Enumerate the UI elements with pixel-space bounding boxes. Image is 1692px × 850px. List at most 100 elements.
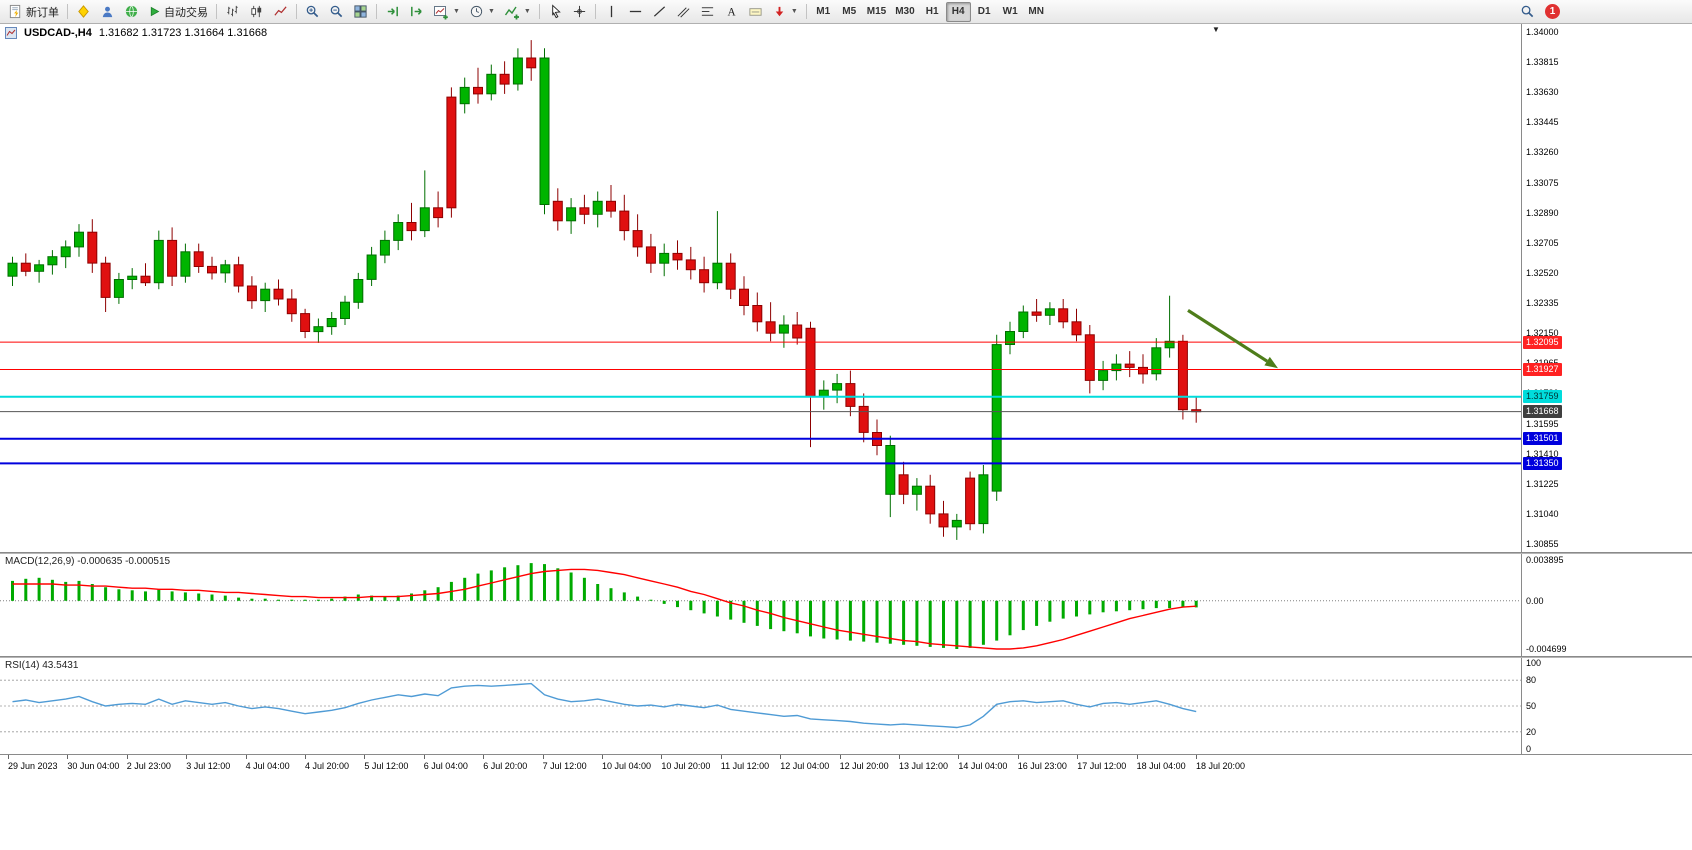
horizontal-line-button[interactable]	[624, 2, 647, 22]
zoom-out-button[interactable]	[325, 2, 348, 22]
time-axis-label: 3 Jul 12:00	[186, 761, 231, 771]
timeframe-button-m5[interactable]: M5	[837, 2, 862, 22]
macd-plot-area[interactable]: MACD(12,26,9) -0.000635 -0.000515	[0, 554, 1522, 656]
chevron-down-icon: ▼	[453, 8, 460, 15]
price-tick-label: 1.32335	[1526, 298, 1559, 309]
chevron-down-icon: ▼	[523, 8, 531, 15]
chevron-down-icon: ▼	[487, 8, 495, 15]
price-tick-label: 1.31225	[1526, 478, 1559, 489]
timeframe-button-w1[interactable]: W1	[998, 2, 1023, 22]
time-tick	[364, 755, 366, 759]
time-axis-label: 18 Jul 20:00	[1196, 761, 1246, 771]
search-button[interactable]	[1516, 2, 1539, 22]
time-tick	[1196, 755, 1197, 759]
text-label-button[interactable]	[744, 2, 767, 22]
rsi-axis[interactable]: 100 80 50 20 0	[1522, 658, 1692, 754]
timeframe-button-m15[interactable]: M15	[863, 2, 890, 22]
trendline-button[interactable]	[648, 2, 671, 22]
timeframe-button-d1[interactable]: D1	[972, 2, 997, 22]
time-axis-label: 16 Jul 23:00	[1017, 761, 1067, 771]
svg-text:A: A	[727, 7, 736, 19]
candlestick-plot-area[interactable]: USDCAD-,H4 1.31682 1.31723 1.31664 1.316…	[0, 24, 1522, 552]
timeframe-button-h1[interactable]: H1	[920, 2, 945, 22]
vertical-line-button[interactable]	[600, 2, 623, 22]
candle-chart-button[interactable]	[245, 2, 268, 22]
time-axis[interactable]: 29 Jun 2023 30 Jun 04:00 2 Jul 23:00 3 Jul …	[0, 754, 1692, 776]
timeframe-group: M1 M5 M15 M30 H1 H4 D1 W1 MN	[811, 1, 1049, 22]
market-button[interactable]	[120, 2, 143, 22]
main-chart-panel: USDCAD-,H4 1.31682 1.31723 1.31664 1.316…	[0, 24, 1692, 552]
time-axis-label: 12 Jul 20:00	[839, 761, 889, 771]
auto-scroll-button[interactable]	[381, 2, 404, 22]
rsi-axis-label: 100	[1526, 658, 1542, 668]
chart-menu-arrow[interactable]: ▼	[1212, 25, 1220, 34]
tile-windows-icon	[353, 4, 368, 19]
new-chart-button[interactable]: ▼	[429, 2, 464, 22]
panel-splitter[interactable]	[0, 552, 1692, 554]
new-order-button[interactable]: 新订单	[4, 2, 63, 22]
time-axis-label: 10 Jul 04:00	[602, 761, 652, 771]
rsi-panel: RSI(14) 43.5431 100 80 50 20 0	[0, 658, 1692, 754]
macd-axis-min: -0.004699	[1526, 644, 1567, 654]
price-tick-label: 1.33445	[1526, 117, 1559, 128]
candlestick-chart[interactable]	[0, 24, 1522, 552]
community-button[interactable]	[96, 2, 119, 22]
panel-splitter[interactable]	[0, 656, 1692, 658]
time-tick	[186, 755, 188, 759]
auto-trading-button[interactable]: 自动交易	[144, 2, 212, 22]
time-axis-label: 4 Jul 04:00	[245, 761, 290, 771]
time-tick	[305, 755, 306, 759]
time-axis-label: 5 Jul 12:00	[364, 761, 409, 771]
price-axis[interactable]: 1.34000 1.33815 1.33630 1.33445 1.33260 1.330…	[1522, 24, 1692, 552]
rsi-axis-label: 20	[1526, 726, 1537, 737]
cursor-button[interactable]	[544, 2, 567, 22]
indicators-button[interactable]: ▼	[500, 2, 535, 22]
fibonacci-button[interactable]	[696, 2, 719, 22]
notification-badge[interactable]: 1	[1545, 4, 1560, 19]
timeframe-button-m30[interactable]: M30	[891, 2, 918, 22]
time-tick	[899, 755, 900, 759]
price-level-tag: 1.31501	[1523, 432, 1562, 446]
price-tick-label: 1.33630	[1526, 87, 1559, 98]
period-button[interactable]: ▼	[465, 2, 499, 22]
crosshair-button[interactable]	[568, 2, 591, 22]
rsi-axis-label: 0	[1526, 744, 1532, 754]
arrow-marker-icon	[772, 4, 787, 19]
toolbar-separator	[376, 4, 377, 19]
time-tick	[958, 755, 960, 759]
timeframe-button-mn[interactable]: MN	[1024, 2, 1049, 22]
bar-chart-button[interactable]	[221, 2, 244, 22]
bottom-margin	[0, 776, 1692, 850]
rsi-plot-area[interactable]: RSI(14) 43.5431	[0, 658, 1522, 754]
time-axis-label: 17 Jul 12:00	[1077, 761, 1127, 771]
metaeditor-button[interactable]	[72, 2, 95, 22]
macd-axis[interactable]: 0.003895 0.00 -0.004699	[1522, 554, 1692, 656]
zoom-in-button[interactable]	[301, 2, 324, 22]
time-axis-label: 4 Jul 20:00	[305, 761, 350, 771]
time-tick	[423, 755, 425, 759]
text-button[interactable]: A	[720, 2, 743, 22]
timeframe-button-m1[interactable]: M1	[811, 2, 836, 22]
time-axis-label: 10 Jul 20:00	[661, 761, 711, 771]
time-tick	[1136, 755, 1138, 759]
time-tick	[67, 755, 69, 759]
new-order-icon	[8, 4, 23, 19]
line-chart-button[interactable]	[269, 2, 292, 22]
time-tick	[126, 755, 128, 759]
toolbar-separator	[216, 4, 217, 19]
macd-axis-zero: 0.00	[1526, 595, 1544, 606]
channel-button[interactable]	[672, 2, 695, 22]
macd-chart[interactable]	[0, 554, 1522, 656]
timeframe-button-h4[interactable]: H4	[945, 1, 971, 22]
time-tick	[661, 755, 663, 759]
time-tick	[542, 755, 544, 759]
chart-shift-button[interactable]	[405, 2, 428, 22]
new-order-label: 新订单	[26, 6, 59, 19]
crosshair-icon	[572, 4, 587, 19]
price-tick-label: 1.30855	[1526, 539, 1559, 549]
channel-icon	[676, 4, 691, 19]
tile-windows-button[interactable]	[349, 2, 372, 22]
arrows-button[interactable]: ▼	[768, 2, 802, 22]
rsi-chart[interactable]	[0, 658, 1522, 754]
time-tick	[1017, 755, 1019, 759]
